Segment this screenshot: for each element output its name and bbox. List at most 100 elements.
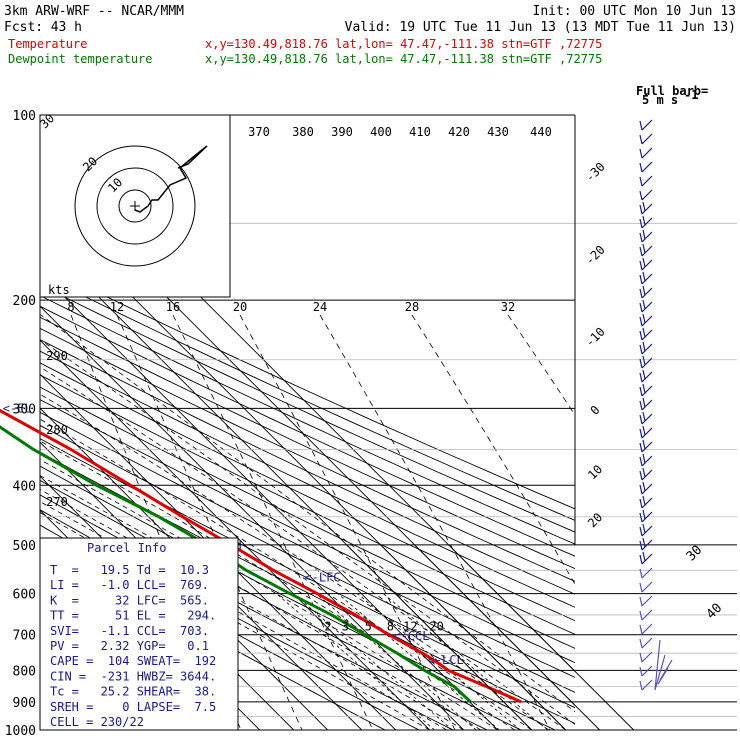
wind-barb xyxy=(639,551,653,565)
parcel-info-line: K = 32 LFC= 565. xyxy=(50,593,209,607)
parcel-info-line: CELL = 230/22 xyxy=(50,715,144,729)
parcel-info-line: Tc = 25.2 SHEAR= 38. xyxy=(50,685,216,699)
mixing-ratio-label: 8 xyxy=(387,620,394,634)
dry-adiabat xyxy=(40,350,575,608)
wind-barb xyxy=(639,133,653,145)
wind-barb xyxy=(639,299,653,313)
temperature-line xyxy=(0,408,522,704)
wind-barb xyxy=(639,495,653,509)
wind-barbs: Full barb=5 m s -1 xyxy=(346,84,708,731)
hodo-ring xyxy=(96,167,174,245)
hodo-ring xyxy=(118,189,152,223)
dewpoint-line xyxy=(0,425,472,703)
theta-label: 410 xyxy=(409,125,431,139)
pressure-tick-label: 800 xyxy=(13,664,36,679)
moist-adiabat xyxy=(40,501,447,730)
parcel-info-line: TT = 51 EL = 294. xyxy=(50,609,216,623)
dry-adiabat xyxy=(40,438,575,709)
hodo-speed-curve xyxy=(411,314,575,586)
wind-barb xyxy=(639,271,653,285)
wind-barb xyxy=(639,637,653,649)
level-annotation: <-LFC xyxy=(304,571,340,585)
hodo-speed-curve xyxy=(319,314,551,730)
isotherm-label: 0 xyxy=(588,403,603,418)
wind-barb xyxy=(639,175,653,187)
wind-barb xyxy=(639,189,653,201)
hodo-x-label: 24 xyxy=(313,300,327,314)
wind-barb xyxy=(639,523,653,537)
theta-label: 270 xyxy=(46,495,68,509)
pressure-tick-label: 900 xyxy=(13,696,36,711)
wind-barb xyxy=(639,509,653,523)
wind-barb xyxy=(639,453,653,467)
theta-label: 380 xyxy=(292,125,314,139)
wind-barb xyxy=(639,229,653,243)
barb-scale-title: Full barb= xyxy=(636,84,708,98)
parcel-info-line: SREH = 0 LAPSE= 7.5 xyxy=(50,700,216,714)
mixing-ratio-line xyxy=(276,593,435,730)
fcst-label: Fcst: xyxy=(4,20,43,35)
dry-adiabat xyxy=(40,327,575,582)
legend-dewpoint-name: Dewpoint temperature xyxy=(8,52,153,66)
wind-barb xyxy=(639,609,653,621)
pressure-tick-label: 600 xyxy=(13,588,36,603)
wind-barb xyxy=(639,411,653,425)
pressure-tick-label: 1000 xyxy=(5,724,36,739)
wind-barb xyxy=(639,285,653,299)
dry-adiabat xyxy=(40,294,575,545)
hodo-trace xyxy=(134,145,208,213)
mixing-ratio-line xyxy=(293,593,453,730)
wind-barb xyxy=(639,161,653,173)
wind-barb xyxy=(639,439,653,453)
moist-adiabat xyxy=(40,393,549,730)
theta-label: 280 xyxy=(46,423,68,437)
model-title: 3km ARW-WRF -- NCAR/MMM xyxy=(4,4,184,19)
theta-label: 440 xyxy=(530,125,552,139)
dry-adiabat xyxy=(40,399,575,664)
pressure-tick-label: 500 xyxy=(13,539,36,554)
valid-time: Valid: 19 UTC Tue 11 Jun 13 (13 MDT Tue … xyxy=(345,20,736,35)
dry-adiabat xyxy=(40,451,575,724)
moist-adiabat xyxy=(40,475,481,730)
barb-scale-exponent: -1 xyxy=(684,88,698,102)
wind-barb xyxy=(639,397,653,411)
wind-barb xyxy=(639,327,653,341)
isotherm-line-right xyxy=(448,544,635,731)
isotherm-label: 10 xyxy=(585,462,605,482)
dry-adiabat xyxy=(40,305,575,557)
dry-adiabat xyxy=(40,284,575,533)
hodo-speed-curve xyxy=(116,314,303,730)
theta-label: 430 xyxy=(487,125,509,139)
hodo-x-label: 28 xyxy=(405,300,419,314)
hodo-speed-curve xyxy=(172,314,374,730)
hodo-units-label: kts xyxy=(48,283,70,297)
isotherm-label: 30 xyxy=(684,543,706,565)
wind-barb xyxy=(639,201,653,215)
wind-barb xyxy=(639,481,653,495)
mixing-ratio-label: 12 xyxy=(403,620,417,634)
legend-dewpoint-info: x,y=130.49,818.76 lat,lon= 47.47,-111.38… xyxy=(205,52,602,66)
wind-barb xyxy=(639,665,653,677)
mixing-ratio-label: 3 xyxy=(342,620,349,634)
theta-label: 290 xyxy=(46,349,68,363)
legend-temperature-info: x,y=130.49,818.76 lat,lon= 47.47,-111.38… xyxy=(205,37,602,51)
pressure-tick-label: 200 xyxy=(13,294,36,309)
dry-adiabat xyxy=(40,411,575,678)
isotherm-line xyxy=(40,373,397,730)
wind-barb xyxy=(639,679,653,691)
parcel-info-title: Parcel Info xyxy=(87,541,166,555)
pressure-tick-label: 400 xyxy=(13,479,36,494)
hodo-ring xyxy=(74,145,196,267)
isotherm-label: -10 xyxy=(583,325,608,350)
wind-barb xyxy=(639,623,653,635)
wind-barb xyxy=(639,425,653,439)
hodo-x-label: 8 xyxy=(67,300,74,314)
theta-label: 400 xyxy=(370,125,392,139)
isotherm-line-right xyxy=(414,544,601,731)
theta-label: 370 xyxy=(248,125,270,139)
wind-barb xyxy=(639,147,653,159)
dry-adiabat xyxy=(40,263,575,510)
parcel-info-line: CAPE = 104 SWEAT= 192 xyxy=(50,654,216,668)
